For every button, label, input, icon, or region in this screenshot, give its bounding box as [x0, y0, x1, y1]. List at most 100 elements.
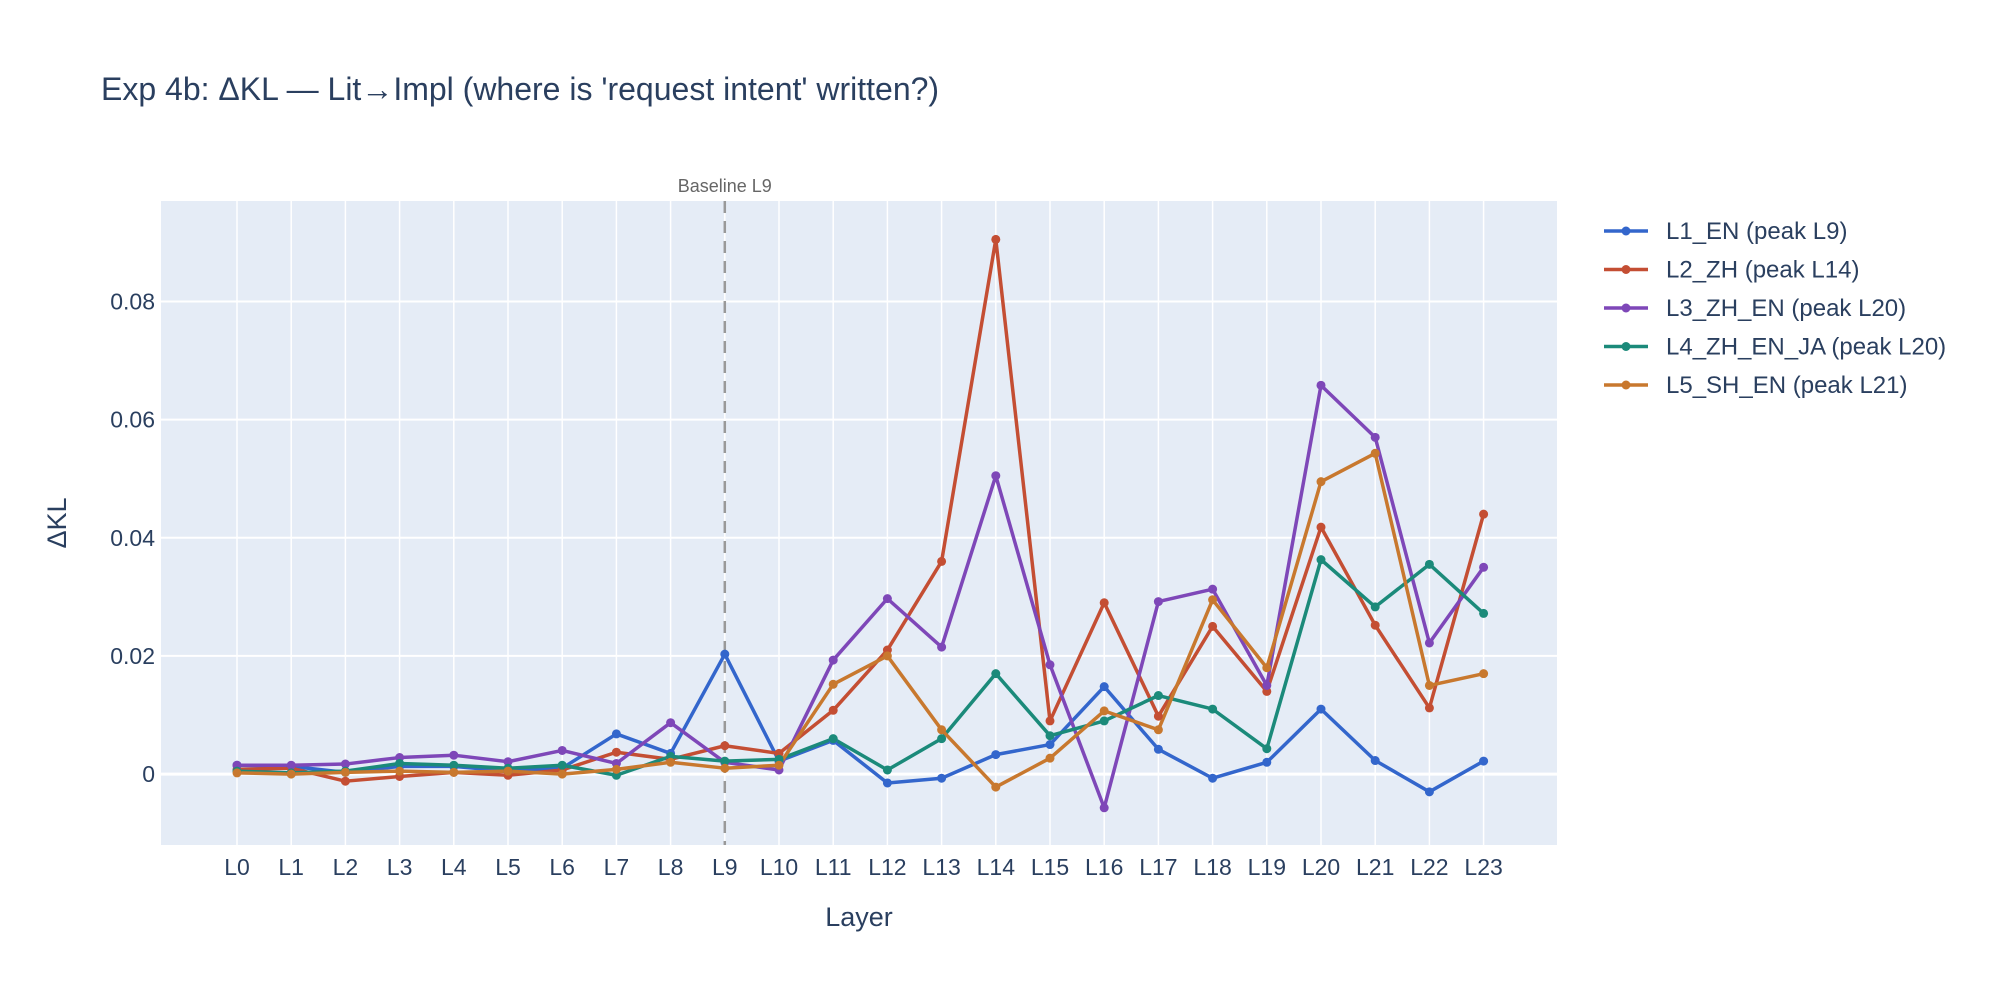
data-point-l3-zh-en[interactable] [340, 759, 350, 769]
data-point-l3-zh-en[interactable] [1262, 680, 1272, 690]
data-point-l1-en[interactable] [1208, 773, 1218, 783]
legend-swatch-marker [1621, 380, 1631, 390]
data-point-l5-sh-en[interactable] [1099, 706, 1109, 716]
data-point-l2-zh[interactable] [340, 776, 350, 786]
x-tick-label: L18 [1193, 854, 1231, 880]
data-point-l4-zh-en-ja[interactable] [1262, 744, 1272, 754]
data-point-l3-zh-en[interactable] [1208, 584, 1218, 594]
data-point-l4-zh-en-ja[interactable] [720, 756, 730, 766]
data-point-l2-zh[interactable] [1424, 703, 1434, 713]
data-point-l2-zh[interactable] [828, 705, 838, 715]
data-point-l3-zh-en[interactable] [1045, 660, 1055, 670]
data-point-l3-zh-en[interactable] [286, 760, 296, 770]
data-point-l5-sh-en[interactable] [1262, 663, 1272, 673]
data-point-l1-en[interactable] [1045, 740, 1055, 750]
series-line-l4-zh-en-ja[interactable] [236, 557, 1485, 778]
legend[interactable]: L1_EN (peak L9) L2_ZH (peak L14) L3_ZH_EN … [1604, 218, 1946, 399]
data-point-l1-en[interactable] [1099, 682, 1109, 692]
data-point-l1-en[interactable] [1479, 756, 1489, 766]
data-point-l5-sh-en[interactable] [774, 760, 784, 770]
legend-item-l4-zh-en-ja[interactable]: L4_ZH_EN_JA (peak L20) [1604, 334, 1946, 361]
data-point-l3-zh-en[interactable] [882, 594, 892, 604]
data-point-l3-zh-en[interactable] [557, 745, 567, 755]
legend-item-l3-zh-en[interactable]: L3_ZH_EN (peak L20) [1604, 295, 1906, 322]
data-point-l5-sh-en[interactable] [340, 767, 350, 777]
data-point-l4-zh-en-ja[interactable] [828, 734, 838, 744]
data-point-l1-en[interactable] [1262, 757, 1272, 767]
data-point-l3-zh-en[interactable] [1316, 380, 1326, 390]
data-point-l5-sh-en[interactable] [1370, 448, 1380, 458]
series-line-l5-sh-en[interactable] [236, 451, 1484, 789]
data-point-l3-zh-en[interactable] [991, 471, 1001, 481]
data-point-l1-en[interactable] [882, 778, 892, 788]
data-point-l3-zh-en[interactable] [449, 750, 459, 760]
data-point-l5-sh-en[interactable] [557, 769, 567, 779]
data-point-l3-zh-en[interactable] [1370, 432, 1380, 442]
data-point-l3-zh-en[interactable] [1153, 597, 1163, 607]
data-point-l5-sh-en[interactable] [937, 725, 947, 735]
data-point-l4-zh-en-ja[interactable] [991, 669, 1001, 679]
legend-item-l2-zh[interactable]: L2_ZH (peak L14) [1604, 257, 1859, 284]
data-point-l2-zh[interactable] [1153, 711, 1163, 721]
data-point-l3-zh-en[interactable] [503, 757, 513, 767]
data-point-l5-sh-en[interactable] [1208, 595, 1218, 605]
data-point-l5-sh-en[interactable] [1424, 680, 1434, 690]
data-point-l3-zh-en[interactable] [937, 642, 947, 652]
data-point-l2-zh[interactable] [1099, 598, 1109, 608]
data-point-l1-en[interactable] [1316, 704, 1326, 714]
data-point-l2-zh[interactable] [1208, 621, 1218, 631]
data-point-l4-zh-en-ja[interactable] [1099, 716, 1109, 726]
data-point-l2-zh[interactable] [720, 741, 730, 751]
data-point-l4-zh-en-ja[interactable] [395, 758, 405, 768]
data-point-l3-zh-en[interactable] [1424, 638, 1434, 648]
data-point-l4-zh-en-ja[interactable] [1479, 608, 1489, 618]
data-point-l2-zh[interactable] [1316, 522, 1326, 532]
x-tick-label: L21 [1356, 854, 1394, 880]
data-point-l1-en[interactable] [1370, 756, 1380, 766]
data-point-l5-sh-en[interactable] [449, 767, 459, 777]
data-point-l1-en[interactable] [1424, 787, 1434, 797]
data-point-l5-sh-en[interactable] [232, 768, 242, 778]
data-point-l1-en[interactable] [611, 729, 621, 739]
data-point-l2-zh[interactable] [991, 234, 1001, 244]
legend-item-l5-sh-en[interactable]: L5_SH_EN (peak L21) [1604, 372, 1907, 399]
data-point-l3-zh-en[interactable] [1479, 562, 1489, 572]
data-point-l3-zh-en[interactable] [828, 655, 838, 665]
data-point-l4-zh-en-ja[interactable] [1208, 704, 1218, 714]
data-point-l2-zh[interactable] [1479, 509, 1489, 519]
data-point-l5-sh-en[interactable] [991, 782, 1001, 792]
data-point-l4-zh-en-ja[interactable] [882, 765, 892, 775]
data-point-l4-zh-en-ja[interactable] [1424, 559, 1434, 569]
data-point-l5-sh-en[interactable] [1045, 753, 1055, 763]
data-point-l1-en[interactable] [720, 649, 730, 659]
data-point-l1-en[interactable] [1153, 744, 1163, 754]
data-point-l4-zh-en-ja[interactable] [1316, 555, 1326, 565]
data-point-l2-zh[interactable] [937, 556, 947, 566]
data-point-l3-zh-en[interactable] [666, 718, 676, 728]
data-point-l2-zh[interactable] [611, 747, 621, 757]
data-point-l4-zh-en-ja[interactable] [937, 734, 947, 744]
data-point-l4-zh-en-ja[interactable] [1370, 602, 1380, 612]
data-point-l5-sh-en[interactable] [1316, 477, 1326, 487]
legend-item-l1-en[interactable]: L1_EN (peak L9) [1604, 218, 1847, 245]
data-point-l5-sh-en[interactable] [611, 764, 621, 774]
data-point-l5-sh-en[interactable] [395, 766, 405, 776]
data-point-l4-zh-en-ja[interactable] [1153, 691, 1163, 701]
data-point-l4-zh-en-ja[interactable] [449, 760, 459, 770]
data-point-l1-en[interactable] [991, 750, 1001, 760]
data-point-l1-en[interactable] [937, 773, 947, 783]
data-point-l5-sh-en[interactable] [828, 679, 838, 689]
data-point-l4-zh-en-ja[interactable] [1045, 731, 1055, 741]
data-point-l2-zh[interactable] [1370, 620, 1380, 630]
data-point-l5-sh-en[interactable] [1479, 669, 1489, 679]
data-point-l2-zh[interactable] [1045, 716, 1055, 726]
data-point-l5-sh-en[interactable] [666, 757, 676, 767]
data-point-l5-sh-en[interactable] [1153, 725, 1163, 735]
data-point-l3-zh-en[interactable] [1099, 803, 1109, 813]
data-point-l5-sh-en[interactable] [503, 766, 513, 776]
data-point-l5-sh-en[interactable] [882, 651, 892, 661]
x-axis-title: Layer [825, 902, 893, 932]
data-point-l5-sh-en[interactable] [720, 763, 730, 773]
data-point-l5-sh-en[interactable] [286, 769, 296, 779]
data-point-l4-zh-en-ja[interactable] [557, 760, 567, 770]
